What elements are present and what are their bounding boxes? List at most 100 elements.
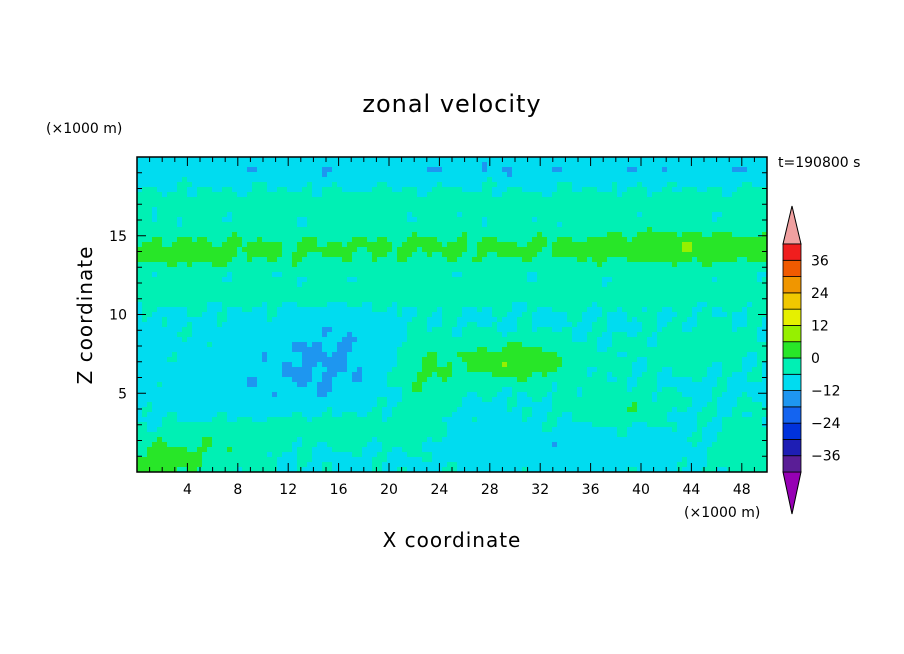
field-cell xyxy=(377,307,383,313)
field-cell xyxy=(522,177,528,183)
field-cell xyxy=(177,312,183,318)
field-cell xyxy=(682,347,688,353)
field-cell xyxy=(557,347,563,353)
field-cell xyxy=(607,257,613,263)
field-cell xyxy=(167,327,173,333)
field-cell xyxy=(472,317,478,323)
field-cell xyxy=(332,172,338,178)
field-cell xyxy=(247,207,253,213)
field-cell xyxy=(402,302,408,308)
field-cell xyxy=(282,192,288,198)
field-cell xyxy=(482,227,488,233)
field-cell xyxy=(407,317,413,323)
field-cell xyxy=(617,257,623,263)
field-cell xyxy=(282,347,288,353)
field-cell xyxy=(187,217,193,223)
field-cell xyxy=(702,317,708,323)
field-cell xyxy=(672,197,678,203)
field-cell xyxy=(742,187,748,193)
field-cell xyxy=(157,282,163,288)
field-cell xyxy=(657,347,663,353)
field-cell xyxy=(657,167,663,173)
field-cell xyxy=(302,302,308,308)
field-cell xyxy=(217,237,223,243)
field-cell xyxy=(727,337,733,343)
field-cell xyxy=(642,187,648,193)
field-cell xyxy=(272,247,278,253)
field-cell xyxy=(172,222,178,228)
field-cell xyxy=(682,167,688,173)
field-cell xyxy=(217,312,223,318)
field-cell xyxy=(337,302,343,308)
field-cell xyxy=(257,347,263,353)
field-cell xyxy=(247,292,253,298)
field-cell xyxy=(567,192,573,198)
field-cell xyxy=(717,252,723,258)
field-cell xyxy=(177,352,183,358)
field-cell xyxy=(242,172,248,178)
field-cell xyxy=(412,317,418,323)
field-cell xyxy=(182,182,188,188)
field-cell xyxy=(142,307,148,313)
field-cell xyxy=(502,297,508,303)
field-cell xyxy=(437,327,443,333)
field-cell xyxy=(442,287,448,293)
field-cell xyxy=(402,257,408,263)
field-cell xyxy=(332,202,338,208)
field-cell xyxy=(607,322,613,328)
field-cell xyxy=(472,292,478,298)
field-cell xyxy=(392,257,398,263)
field-cell xyxy=(292,287,298,293)
field-cell xyxy=(267,252,273,258)
field-cell xyxy=(747,327,753,333)
field-cell xyxy=(382,292,388,298)
field-cell xyxy=(752,242,758,248)
field-cell xyxy=(157,302,163,308)
field-cell xyxy=(467,352,473,358)
field-cell xyxy=(517,347,523,353)
field-cell xyxy=(307,197,313,203)
field-cell xyxy=(212,287,218,293)
field-cell xyxy=(532,162,538,168)
field-cell xyxy=(407,257,413,263)
field-cell xyxy=(452,347,458,353)
field-cell xyxy=(532,172,538,178)
field-cell xyxy=(227,192,233,198)
field-cell xyxy=(732,227,738,233)
field-cell xyxy=(162,337,168,343)
field-cell xyxy=(442,317,448,323)
field-cell xyxy=(627,212,633,218)
field-cell xyxy=(682,277,688,283)
field-cell xyxy=(372,232,378,238)
field-cell xyxy=(217,282,223,288)
field-cell xyxy=(342,162,348,168)
field-cell xyxy=(672,287,678,293)
field-cell xyxy=(177,282,183,288)
field-cell xyxy=(587,182,593,188)
field-cell xyxy=(272,192,278,198)
field-cell xyxy=(617,262,623,268)
field-cell xyxy=(257,282,263,288)
field-cell xyxy=(722,322,728,328)
field-cell xyxy=(137,347,143,353)
field-cell xyxy=(297,172,303,178)
field-cell xyxy=(422,322,428,328)
field-cell xyxy=(612,282,618,288)
field-cell xyxy=(242,352,248,358)
field-cell xyxy=(322,197,328,203)
field-cell xyxy=(687,322,693,328)
field-cell xyxy=(422,352,428,358)
field-cell xyxy=(197,192,203,198)
field-cell xyxy=(307,327,313,333)
field-cell xyxy=(302,187,308,193)
field-cell xyxy=(597,342,603,348)
field-cell xyxy=(527,237,533,243)
field-cell xyxy=(452,262,458,268)
field-cell xyxy=(402,327,408,333)
field-cell xyxy=(137,272,143,278)
field-cell xyxy=(417,207,423,213)
field-cell xyxy=(327,352,333,358)
field-cell xyxy=(727,332,733,338)
field-cell xyxy=(432,252,438,258)
field-cell xyxy=(357,272,363,278)
